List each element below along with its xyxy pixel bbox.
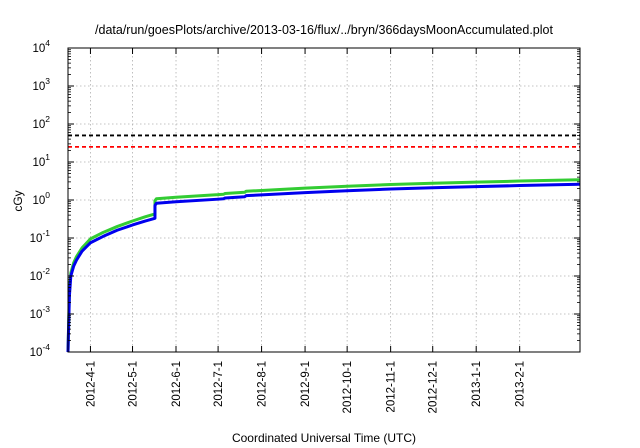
series-line (66, 182, 581, 353)
y-axis-ticks: 10-4 10-3 10-2 10-1 100 101 102 103 104 (30, 38, 580, 359)
x-tick-label: 2012-11-1 (386, 361, 398, 413)
x-tick-label: 2012-8-1 (257, 361, 269, 407)
y-tick-label: 10-1 (30, 228, 51, 245)
x-tick-label: 2012-4-1 (85, 361, 97, 407)
y-tick-label: 10-3 (30, 304, 51, 321)
y-tick-label: 10-4 (30, 342, 51, 359)
x-tick-label: 2012-12-1 (428, 361, 440, 413)
series-lines (66, 178, 581, 353)
x-tick-label: 2013-2-1 (515, 361, 527, 407)
x-axis-label: Coordinated Universal Time (UTC) (232, 431, 416, 445)
x-tick-label: 2012-5-1 (128, 361, 140, 407)
threshold-lines (68, 134, 580, 148)
x-tick-label: 2012-10-1 (342, 361, 354, 413)
grid-lines (68, 48, 580, 352)
y-tick-label: 102 (32, 114, 50, 131)
y-axis-label: cGy (11, 190, 25, 211)
x-tick-label: 2013-1-1 (471, 361, 483, 407)
y-tick-label: 101 (32, 152, 50, 169)
y-tick-label: 100 (32, 190, 50, 207)
series-line (66, 178, 581, 353)
y-tick-label: 103 (32, 76, 50, 93)
x-axis-ticks: 2012-4-1 2012-5-1 2012-6-1 2012-7-1 2012-8-1… (85, 48, 527, 413)
y-tick-label: 10-2 (30, 266, 51, 283)
y-tick-label: 104 (32, 38, 50, 55)
x-tick-label: 2012-9-1 (300, 361, 312, 407)
chart-title: /data/run/goesPlots/archive/2013-03-16/f… (95, 23, 553, 37)
x-tick-label: 2012-6-1 (171, 361, 183, 407)
x-tick-label: 2012-7-1 (213, 361, 225, 407)
